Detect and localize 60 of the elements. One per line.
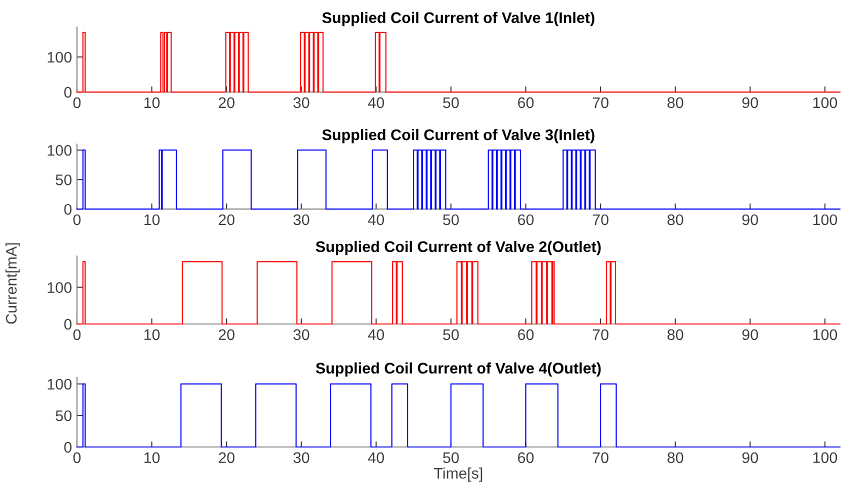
y-tick-label: 0 — [64, 318, 72, 330]
y-tick-label: 0 — [64, 86, 72, 98]
chart-title: Supplied Coil Current of Valve 4(Outlet) — [316, 362, 601, 377]
x-tick-label: 60 — [518, 97, 534, 108]
y-tick-label: 50 — [56, 174, 72, 186]
y-axis-title: Current[mA] — [6, 243, 20, 324]
x-tick-label: 70 — [592, 329, 608, 340]
x-tick-label: 60 — [518, 452, 534, 464]
x-tick-label: 50 — [443, 329, 459, 340]
x-tick-label: 30 — [293, 329, 310, 340]
x-tick-label: 90 — [742, 97, 758, 108]
x-tick-label: 0 — [73, 329, 81, 340]
x-tick-label: 80 — [668, 97, 684, 108]
x-tick-label: 100 — [813, 329, 838, 340]
x-tick-label: 10 — [144, 214, 160, 226]
x-tick-label: 30 — [293, 97, 310, 108]
x-tick-label: 100 — [813, 214, 838, 226]
chart-title: Supplied Coil Current of Valve 2(Outlet) — [316, 240, 601, 256]
x-tick-label: 50 — [443, 452, 459, 464]
x-tick-label: 0 — [73, 452, 81, 464]
y-tick-label: 100 — [48, 144, 72, 156]
x-tick-label: 60 — [518, 329, 534, 340]
x-tick-label: 70 — [592, 97, 608, 108]
x-tick-label: 0 — [73, 214, 81, 226]
x-tick-label: 90 — [742, 452, 758, 464]
x-tick-label: 20 — [218, 97, 234, 108]
chart-title: Supplied Coil Current of Valve 1(Inlet) — [322, 12, 594, 26]
x-axis-title: Time[s] — [434, 467, 482, 482]
x-tick-label: 90 — [742, 329, 758, 340]
y-tick-label: 100 — [48, 282, 72, 294]
x-tick-label: 100 — [813, 452, 838, 464]
x-tick-label: 80 — [668, 214, 684, 226]
x-tick-label: 80 — [668, 329, 684, 340]
y-tick-label: 100 — [48, 52, 72, 63]
x-tick-label: 60 — [518, 214, 534, 226]
x-tick-label: 90 — [742, 214, 758, 226]
x-tick-label: 10 — [144, 97, 160, 108]
y-tick-label: 100 — [48, 378, 72, 390]
x-tick-label: 10 — [144, 452, 160, 464]
x-tick-label: 40 — [368, 452, 384, 464]
x-tick-label: 10 — [144, 329, 160, 340]
x-tick-label: 100 — [813, 97, 838, 108]
chart-title: Supplied Coil Current of Valve 3(Inlet) — [322, 128, 594, 144]
x-tick-label: 80 — [668, 452, 684, 464]
x-tick-label: 40 — [368, 214, 384, 226]
x-tick-label: 20 — [218, 214, 234, 226]
x-tick-label: 20 — [218, 452, 234, 464]
x-tick-label: 70 — [592, 452, 608, 464]
x-tick-label: 20 — [218, 329, 234, 340]
y-tick-label: 0 — [64, 204, 72, 215]
x-tick-label: 30 — [293, 452, 310, 464]
x-tick-label: 70 — [592, 214, 608, 226]
y-tick-label: 50 — [56, 410, 72, 422]
x-tick-label: 50 — [443, 214, 459, 226]
x-tick-label: 30 — [293, 214, 310, 226]
x-tick-label: 40 — [368, 97, 384, 108]
y-tick-label: 0 — [64, 442, 72, 453]
x-tick-label: 0 — [73, 97, 81, 108]
x-tick-label: 50 — [443, 97, 459, 108]
x-tick-label: 40 — [368, 329, 384, 340]
